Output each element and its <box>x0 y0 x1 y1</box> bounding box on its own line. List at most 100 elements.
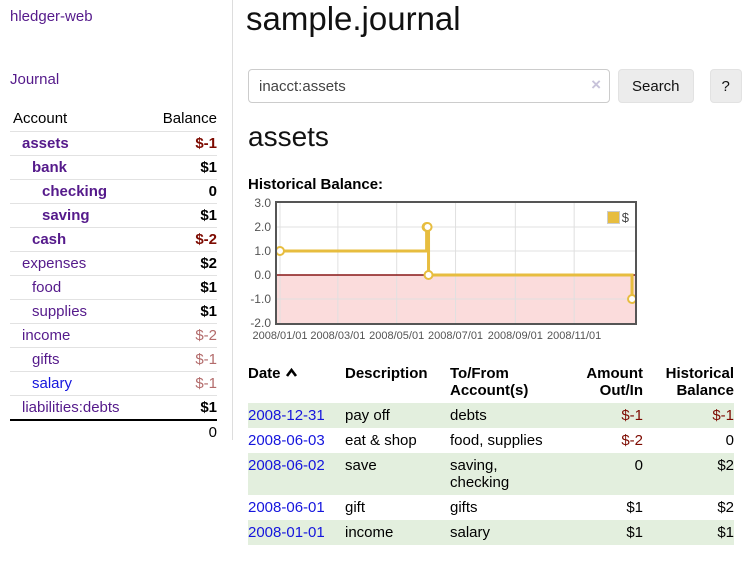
spacer-cell <box>10 419 149 444</box>
register-row: 2008-01-01 income salary $1 $1 <box>248 520 734 545</box>
transaction-date-link[interactable]: 2008-12-31 <box>248 407 325 424</box>
transaction-amount: $-2 <box>621 432 643 449</box>
page-title: sample.journal <box>246 0 461 37</box>
account-row: saving $1 <box>10 203 217 228</box>
register-row: 2008-06-03 eat & shop food, supplies $-2 0 <box>248 428 734 453</box>
account-name-cell: expenses <box>10 251 149 276</box>
transaction-date-link[interactable]: 2008-06-02 <box>248 457 325 474</box>
register-table-body: 2008-12-31 pay off debts $-1 $-1 2008-06-03 ea… <box>248 403 734 545</box>
transaction-amount: $-1 <box>621 407 643 424</box>
account-row: liabilities:debts $1 <box>10 395 217 420</box>
help-button[interactable]: ? <box>709 69 742 103</box>
transaction-date: 2008-06-03 <box>248 428 345 453</box>
accounts-total-row: 0 <box>10 419 217 444</box>
account-link-liabilities-debts[interactable]: liabilities:debts <box>22 399 120 416</box>
x-tick-label: 2008/11/01 <box>547 330 602 342</box>
account-row: cash $-2 <box>10 227 217 252</box>
sort-ascending-icon <box>285 365 298 382</box>
account-row: supplies $1 <box>10 299 217 324</box>
account-balance: 0 <box>148 179 217 204</box>
account-name-cell: checking <box>10 179 149 204</box>
account-balance: $1 <box>148 155 217 180</box>
column-header-balance[interactable]: Historical Balance <box>665 365 734 399</box>
register-row: 2008-12-31 pay off debts $-1 $-1 <box>248 403 734 428</box>
transaction-amount: $1 <box>626 499 643 516</box>
account-link-salary[interactable]: salary <box>32 375 73 392</box>
account-row: food $1 <box>10 275 217 300</box>
transaction-amount: 0 <box>634 457 643 474</box>
search-button[interactable]: Search <box>618 69 694 103</box>
column-header-date[interactable]: Date <box>248 361 345 403</box>
sidebar: hledger-web Journal Account Balance asse… <box>0 0 233 444</box>
account-link-saving[interactable]: saving <box>42 207 90 224</box>
search-input[interactable] <box>248 69 610 103</box>
account-row: assets $-1 <box>10 131 217 156</box>
account-name-cell: income <box>10 323 149 348</box>
x-tick-label: 2008/05/01 <box>369 330 425 342</box>
account-link-expenses[interactable]: expenses <box>22 255 87 272</box>
account-balance: $1 <box>148 203 217 228</box>
account-link-gifts[interactable]: gifts <box>32 351 60 368</box>
account-link-income[interactable]: income <box>22 327 71 344</box>
account-balance: $-1 <box>148 371 217 396</box>
x-tick-label: 2008/07/01 <box>428 330 484 342</box>
account-name-cell: food <box>10 275 149 300</box>
transaction-accounts: salary <box>450 524 491 541</box>
account-row: income $-2 <box>10 323 217 348</box>
account-link-cash[interactable]: cash <box>32 231 67 248</box>
transaction-description: save <box>345 457 377 474</box>
clear-search-icon[interactable]: × <box>591 75 601 94</box>
column-header-accounts[interactable]: To/From Account(s) <box>450 365 529 399</box>
account-link-bank[interactable]: bank <box>32 159 68 176</box>
account-link-checking[interactable]: checking <box>42 183 108 200</box>
account-link-food[interactable]: food <box>32 279 62 296</box>
sidebar-item-journal[interactable]: Journal <box>10 71 60 88</box>
legend-swatch-icon <box>606 211 620 224</box>
transaction-accounts: debts <box>450 407 487 424</box>
account-name-cell: salary <box>10 371 149 396</box>
transaction-accounts: food, supplies <box>450 432 543 449</box>
account-name-cell: saving <box>10 203 149 228</box>
account-balance: $-1 <box>148 131 217 156</box>
accounts-header-account: Account <box>13 110 68 127</box>
account-row: bank $1 <box>10 155 217 180</box>
chart-legend: $ <box>606 210 629 225</box>
account-name-cell: supplies <box>10 299 149 324</box>
register-row: 2008-06-02 save saving, checking 0 $2 <box>248 453 734 495</box>
transaction-date-link[interactable]: 2008-06-01 <box>248 499 325 516</box>
account-row: salary $-1 <box>10 371 217 396</box>
transaction-balance: $1 <box>717 524 734 541</box>
column-header-description[interactable]: Description <box>345 365 428 382</box>
accounts-table: Account Balance assets $-1 bank $1 checking 0… <box>10 107 217 444</box>
accounts-table-body: assets $-1 bank $1 checking 0 saving $1 cash $-2 e… <box>10 131 217 420</box>
accounts-header-row: Account Balance <box>10 107 217 132</box>
x-tick-label: 2008/09/01 <box>487 330 543 342</box>
transaction-date: 2008-06-02 <box>248 453 345 495</box>
transaction-amount: $1 <box>626 524 643 541</box>
transaction-date: 2008-12-31 <box>248 403 345 428</box>
account-link-assets[interactable]: assets <box>22 135 69 152</box>
y-tick-label: 2.0 <box>254 220 271 234</box>
transaction-date-link[interactable]: 2008-01-01 <box>248 524 325 541</box>
account-heading: assets <box>248 121 329 152</box>
account-row: gifts $-1 <box>10 347 217 372</box>
account-balance: $2 <box>148 251 217 276</box>
register-row: 2008-06-01 gift gifts $1 $2 <box>248 495 734 520</box>
account-name-cell: gifts <box>10 347 149 372</box>
account-name-cell: assets <box>10 131 149 156</box>
transaction-accounts: gifts <box>450 499 478 516</box>
y-tick-label: -2.0 <box>250 316 271 330</box>
x-tick-label: 2008/01/01 <box>252 330 308 342</box>
register-header-row: Date Description To/From Account(s) Amou… <box>248 361 734 403</box>
column-header-amount[interactable]: Amount Out/In <box>586 365 643 399</box>
register-table: Date Description To/From Account(s) Amou… <box>248 361 734 545</box>
account-link-supplies[interactable]: supplies <box>32 303 88 320</box>
transaction-date-link[interactable]: 2008-06-03 <box>248 432 325 449</box>
account-row: expenses $2 <box>10 251 217 276</box>
account-balance: $1 <box>148 275 217 300</box>
main-content: sample.journal × Search ? assets Histori… <box>246 0 742 582</box>
transaction-date: 2008-01-01 <box>248 520 345 545</box>
account-name-cell: cash <box>10 227 149 252</box>
app-title-link[interactable]: hledger-web <box>10 8 93 25</box>
transaction-accounts: saving, checking <box>450 457 510 491</box>
